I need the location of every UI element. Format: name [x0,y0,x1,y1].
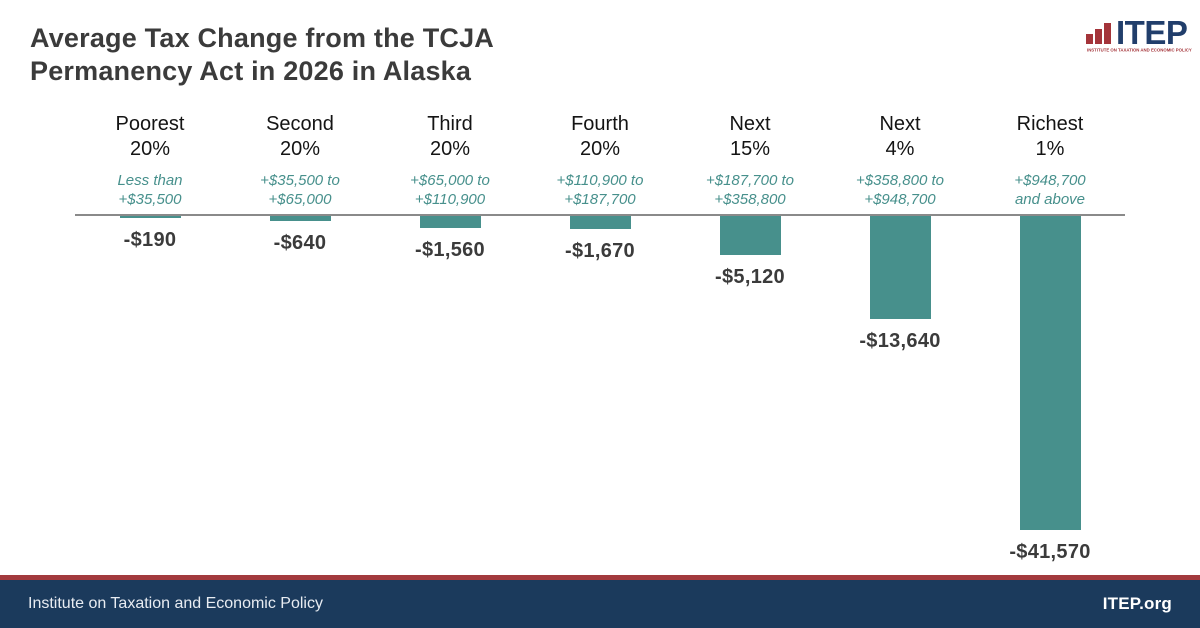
income-range-line1: Less than [117,172,183,189]
category-name-line: Next [879,113,921,135]
category-percent-line: 20% [279,138,321,160]
zero-axis-line [75,214,1125,216]
category-name-line: Next [729,113,771,135]
category-name-line: Fourth [571,113,629,135]
chart-column-header: Third 20% +$65,000 to +$110,900 [375,112,525,209]
income-range-line1: +$35,500 to [260,172,340,189]
category-label: Poorest 20% [75,112,225,162]
bar [869,216,931,319]
category-label: Next 15% [675,112,825,162]
chart-column-header: Poorest 20% Less than +$35,500 [75,112,225,209]
income-range-line1: +$187,700 to [705,172,794,189]
income-range-label: +$65,000 to +$110,900 [375,171,525,209]
category-percent-line: 4% [885,138,915,160]
income-range-line1: +$110,900 to [556,172,644,189]
page-title: Average Tax Change from the TCJA Permane… [30,22,494,88]
income-range-label: +$358,800 to +$948,700 [825,171,975,209]
chart-category-headers: Poorest 20% Less than +$35,500 Second 20… [75,112,1125,209]
income-range-line2: +$35,500 [118,191,182,208]
income-range-label: +$187,700 to +$358,800 [675,171,825,209]
value-label: -$13,640 [859,330,941,352]
itep-logo-wordmark: ITEP [1116,14,1188,51]
bar [569,216,631,229]
income-range-label: +$35,500 to +$65,000 [225,171,375,209]
value-label: -$1,560 [415,239,485,261]
bar [119,216,181,218]
category-percent-line: 20% [579,138,621,160]
value-label: -$640 [273,232,327,254]
chart-column-header: Next 15% +$187,700 to +$358,800 [675,112,825,209]
income-range-label: +$948,700 and above [975,171,1125,209]
income-range-line2: and above [1014,191,1086,208]
chart-column-header: Fourth 20% +$110,900 to +$187,700 [525,112,675,209]
category-name-line: Richest [1016,113,1084,135]
chart-column: -$1,560 [375,216,525,564]
category-percent-line: 1% [1035,138,1065,160]
footer-org-name: Institute on Taxation and Economic Polic… [28,595,323,612]
chart-column: -$13,640 [825,216,975,564]
category-name-line: Poorest [115,113,185,135]
itep-logo[interactable]: ITEP INSTITUTE ON TAXATION AND ECONOMIC … [1086,16,1192,59]
bar-chart: Poorest 20% Less than +$35,500 Second 20… [75,112,1125,564]
chart-column-header: Next 4% +$358,800 to +$948,700 [825,112,975,209]
category-name-line: Third [427,113,473,135]
chart-column-header: Richest 1% +$948,700 and above [975,112,1125,209]
income-range-line1: +$65,000 to [410,172,490,189]
footer-website-link[interactable]: ITEP.org [1102,594,1172,613]
value-label: -$1,670 [565,240,635,262]
category-label: Second 20% [225,112,375,162]
income-range-line1: +$358,800 to [855,172,944,189]
income-range-line2: +$110,900 [414,191,486,208]
chart-column: -$5,120 [675,216,825,564]
income-range-line2: +$948,700 [864,191,936,208]
itep-logo-tagline: INSTITUTE ON TAXATION AND ECONOMIC POLIC… [1087,48,1192,53]
bar-chart-icon [1086,23,1113,46]
chart-bars: -$190 -$640 -$1,560 -$1,670 -$5,120 -$13… [75,216,1125,564]
income-range-line2: +$358,800 [714,191,786,208]
income-range-label: +$110,900 to +$187,700 [525,171,675,209]
category-name-line: Second [266,113,334,135]
income-range-line2: +$65,000 [268,191,332,208]
chart-column: -$1,670 [525,216,675,564]
bar [719,216,781,255]
category-label: Third 20% [375,112,525,162]
bar [269,216,331,221]
bar [419,216,481,228]
value-label: -$41,570 [1009,541,1091,563]
chart-column: -$640 [225,216,375,564]
category-percent-line: 20% [129,138,171,160]
itep-logo-main: ITEP [1086,16,1188,49]
category-label: Richest 1% [975,112,1125,162]
bar [1019,216,1081,530]
chart-column: -$41,570 [975,216,1125,564]
income-range-line1: +$948,700 [1014,172,1086,189]
category-percent-line: 15% [729,138,771,160]
footer-bar: Institute on Taxation and Economic Polic… [0,575,1200,628]
income-range-line2: +$187,700 [564,191,636,208]
category-label: Fourth 20% [525,112,675,162]
income-range-label: Less than +$35,500 [75,171,225,209]
category-label: Next 4% [825,112,975,162]
page-title-line2: Permanency Act in 2026 in Alaska [30,56,472,86]
value-label: -$5,120 [715,266,785,288]
value-label: -$190 [123,229,177,251]
chart-column-header: Second 20% +$35,500 to +$65,000 [225,112,375,209]
category-percent-line: 20% [429,138,471,160]
chart-column: -$190 [75,216,225,564]
page-title-line1: Average Tax Change from the TCJA [30,23,495,53]
